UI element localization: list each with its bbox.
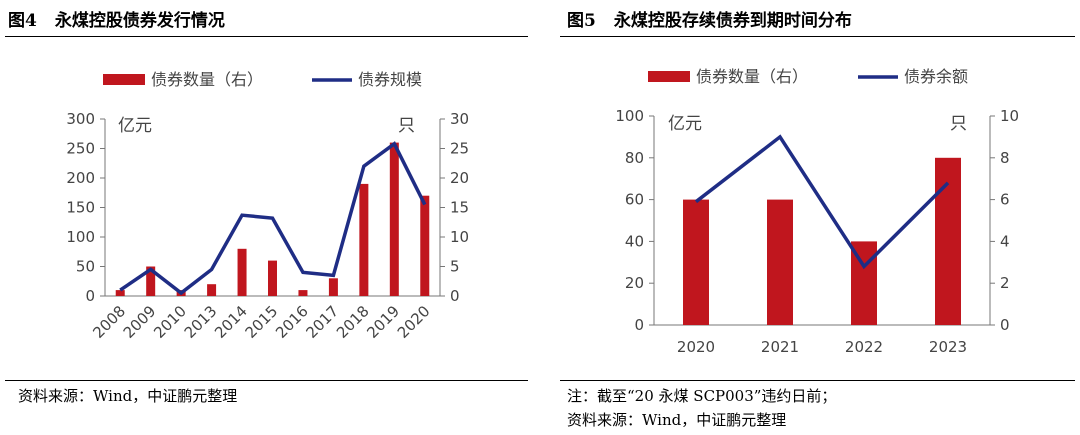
bar [237,248,247,296]
left-tick-label: 250 [66,140,95,158]
x-tick-label: 2008 [89,302,129,342]
right-tick-label: 15 [450,199,469,217]
left-tick-label: 150 [66,199,95,217]
bar [207,284,217,296]
bar [389,142,399,296]
right-tick-label: 10 [450,228,469,246]
right-axis-unit: 只 [950,114,967,134]
left-tick-label: 100 [615,107,644,125]
right-tick-label: 30 [450,110,469,128]
figure-5-source-note: 资料来源：Wind，中证鹏元整理 [567,411,787,429]
chart-5: 债券数量（右） 债券余额 0 20 40 60 80 100 0 2 4 6 8 10 亿元 只 2020 202… [615,67,1019,356]
left-axis-unit: 亿元 [668,114,702,134]
left-tick-label: 80 [625,149,644,167]
right-tick-label: 20 [450,169,469,187]
x-tick-label: 2017 [303,302,343,342]
x-tick-label: 2014 [211,302,251,342]
bar [683,199,709,325]
chart-4: 债券数量（右） 债券规模 0 50 100 150 200 250 300 0 5 10 15 20 25 3… [66,70,469,342]
x-tick-label: 2023 [929,338,967,356]
figure-4-title-text: 永煤控股债券发行情况 [54,11,225,31]
left-tick-label: 300 [66,110,95,128]
left-axis-unit: 亿元 [118,116,152,136]
legend-bar-swatch [103,74,145,85]
left-tick-label: 40 [625,232,644,250]
right-tick-label: 25 [450,140,469,158]
left-tick-label: 20 [625,274,644,292]
right-tick-label: 0 [450,287,460,305]
x-tick-label: 2013 [181,302,221,342]
bar [146,266,156,296]
figure-5-number: 图5 [567,11,596,31]
figure-4-source-note: 资料来源：Wind，中证鹏元整理 [18,387,238,405]
figure-5-bottom-rule [560,380,1075,381]
figure-4-bottom-rule [5,380,528,381]
bar [268,260,277,296]
x-tick-label: 2015 [242,302,282,342]
bar [359,183,369,296]
left-tick-label: 200 [66,169,95,187]
figure-4-top-rule [5,36,528,37]
bar [298,290,308,296]
x-tick-label: 2021 [761,338,799,356]
figure-5-top-rule [560,36,1075,37]
legend-bar-swatch [648,71,690,82]
x-tick-label: 2018 [333,302,373,342]
left-tick-label: 100 [66,228,95,246]
right-tick-label: 2 [1000,274,1010,292]
right-tick-label: 5 [450,258,460,276]
legend-bar-label: 债券数量（右） [696,67,808,86]
x-tick-label: 2019 [363,302,403,342]
x-tick-label: 2010 [150,302,190,342]
bar [328,278,338,296]
figure-4-number: 图4 [8,11,37,31]
left-tick-label: 0 [634,316,644,334]
x-tick-label: 2016 [272,302,312,342]
right-tick-label: 8 [1000,149,1010,167]
bar [935,157,961,325]
x-tick-label: 2020 [677,338,715,356]
figure-5-note: 注：截至“20 永煤 SCP003”违约日前； [567,387,837,405]
legend-bar-label: 债券数量（右） [151,70,263,89]
right-tick-label: 10 [1000,107,1019,125]
x-tick-label: 2020 [394,302,434,342]
right-tick-label: 6 [1000,191,1010,209]
legend-line-label: 债券余额 [904,67,968,86]
bar [767,199,793,325]
left-tick-label: 50 [76,258,95,276]
left-tick-label: 0 [85,287,95,305]
legend-line-label: 债券规模 [358,70,422,89]
line-series [694,134,950,270]
figure-5-title: 图5 永煤控股存续债券到期时间分布 [567,6,852,31]
right-axis-unit: 只 [398,116,415,136]
left-tick-label: 60 [625,191,644,209]
right-tick-label: 4 [1000,232,1010,250]
figure-5-title-text: 永煤控股存续债券到期时间分布 [613,11,852,31]
figure-4-title: 图4 永煤控股债券发行情况 [8,6,225,31]
bar [420,195,430,296]
x-tick-label: 2022 [845,338,883,356]
x-tick-label: 2009 [120,302,160,342]
right-tick-label: 0 [1000,316,1010,334]
bar [115,290,125,296]
